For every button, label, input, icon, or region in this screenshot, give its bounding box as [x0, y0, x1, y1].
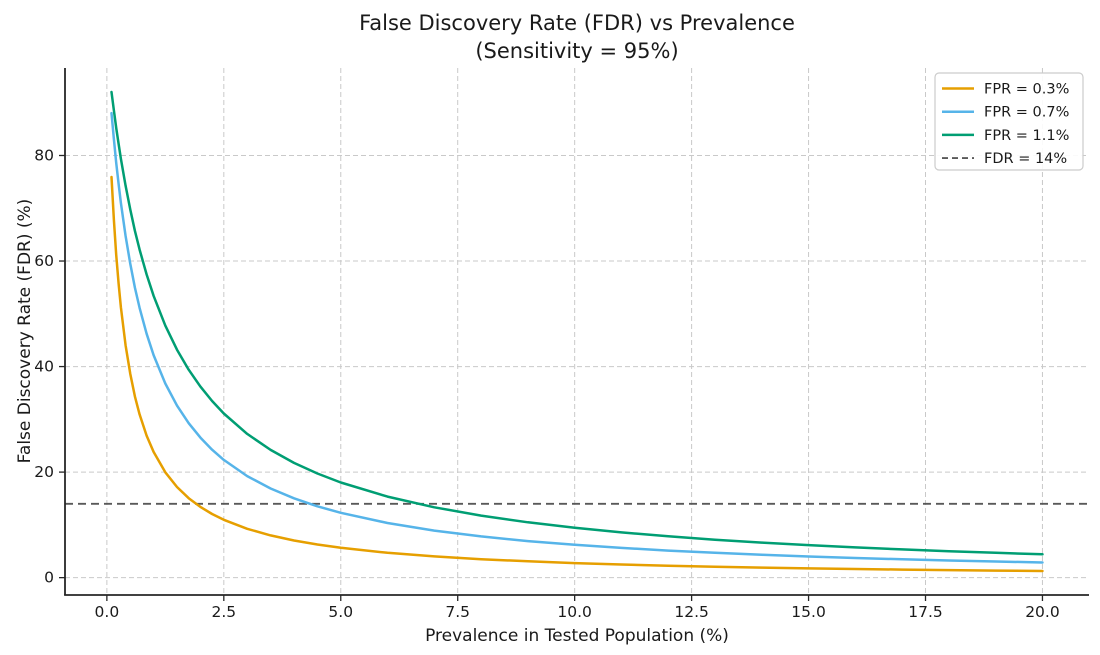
legend-label-2: FPR = 1.1%	[984, 128, 1069, 144]
legend: FPR = 0.3% FPR = 0.7% FPR = 1.1% FDR = 14%	[934, 72, 1084, 171]
y-axis-label: False Discovery Rate (FDR) (%)	[15, 198, 35, 464]
x-tick-label: 15.0	[791, 603, 826, 621]
legend-label-1: FPR = 0.7%	[984, 105, 1069, 121]
x-tick-label: 12.5	[674, 603, 709, 621]
y-tick-label: 0	[44, 569, 54, 587]
series-line-1	[110, 111, 1044, 564]
legend-label-0: FPR = 0.3%	[984, 82, 1069, 98]
chart-subtitle: (Sensitivity = 95%)	[475, 39, 679, 63]
chart-title-block: False Discovery Rate (FDR) vs Prevalence…	[65, 9, 1089, 65]
x-tick-label: 7.5	[445, 603, 470, 621]
series-line-2	[110, 90, 1044, 556]
chart-title: False Discovery Rate (FDR) vs Prevalence	[359, 11, 795, 35]
series-line-0	[110, 175, 1044, 573]
y-tick-label: 40	[34, 358, 54, 376]
y-tick-label: 20	[34, 463, 54, 481]
y-tick-label: 60	[34, 252, 54, 270]
x-tick-label: 2.5	[211, 603, 236, 621]
x-tick-label: 0.0	[95, 603, 120, 621]
x-axis-label: Prevalence in Tested Population (%)	[425, 626, 729, 646]
y-tick-label: 80	[34, 146, 54, 164]
legend-label-3: FDR = 14%	[984, 151, 1067, 167]
legend-box	[934, 72, 1084, 171]
x-tick-label: 20.0	[1025, 603, 1060, 621]
x-tick-label: 10.0	[557, 603, 592, 621]
x-tick-label: 17.5	[908, 603, 943, 621]
x-tick-label: 5.0	[328, 603, 353, 621]
